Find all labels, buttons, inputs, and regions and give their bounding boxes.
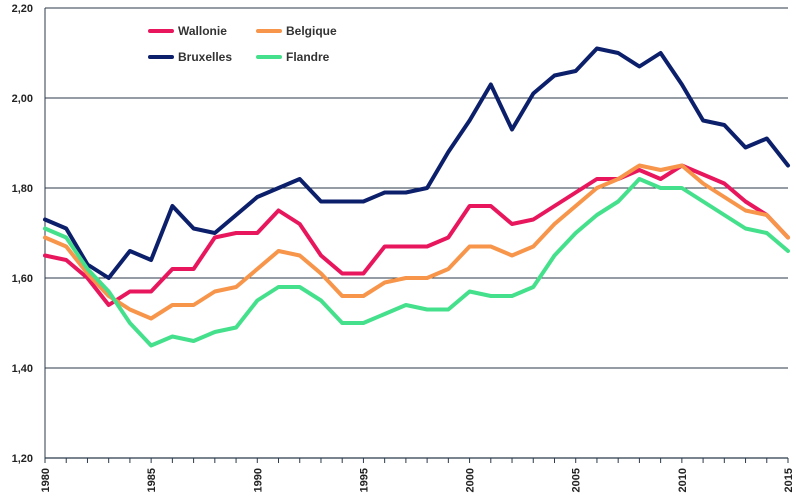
x-tick-label: 2005 (571, 468, 583, 492)
axes (44, 8, 789, 463)
x-tick-label: 1990 (252, 468, 264, 492)
y-tick-label: 2,00 (12, 93, 33, 105)
x-tick-label: 2000 (465, 468, 477, 492)
y-tick-label: 1,20 (12, 453, 33, 465)
y-tick-label: 1,40 (12, 363, 33, 375)
y-tick-label: 2,20 (12, 3, 33, 15)
legend-label-flandre: Flandre (286, 50, 330, 64)
legend-label-bruxelles: Bruxelles (178, 50, 232, 64)
y-tick-labels: 1,20 1,40 1,60 1,80 2,00 2,20 (12, 3, 33, 465)
x-tick-labels: 1980 1985 1990 1995 2000 2005 2010 2015 (40, 468, 795, 492)
legend-label-belgique: Belgique (286, 24, 337, 38)
legend-label-wallonie: Wallonie (178, 24, 227, 38)
y-tick-label: 1,80 (12, 183, 33, 195)
series-line-wallonie (43, 163, 790, 307)
grid-lines (45, 7, 788, 369)
x-tick-label: 2010 (677, 468, 689, 492)
series-lines (43, 46, 790, 348)
x-tick-label: 1985 (146, 468, 158, 492)
x-tick-label: 1980 (40, 468, 52, 492)
series-line-belgique (43, 163, 790, 321)
x-tick-label: 1995 (358, 468, 370, 492)
x-tick-label: 2015 (783, 468, 795, 492)
series-line-bruxelles (43, 46, 790, 280)
legend: Wallonie Belgique Bruxelles Flandre (148, 24, 337, 64)
y-tick-label: 1,60 (12, 273, 33, 285)
series-line-flandre (43, 177, 790, 348)
